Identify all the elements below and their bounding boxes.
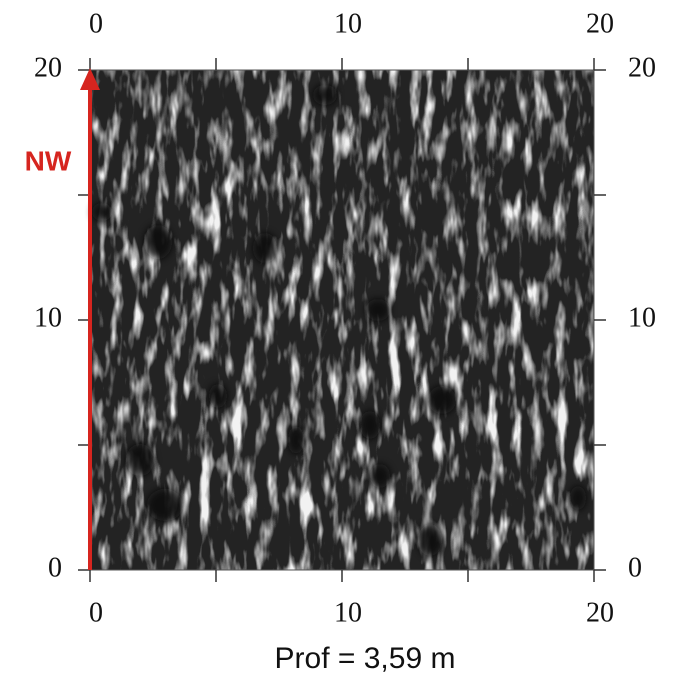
x-tick-label: 0 [89,8,103,39]
north-arrowhead [80,68,100,90]
x-tick-label: 20 [586,597,614,628]
radar-slice [90,70,594,570]
y-tick-label: 0 [628,552,642,583]
y-tick-label: 10 [34,302,62,333]
y-tick-label: 10 [628,302,656,333]
x-axis-label: Prof = 3,59 m [275,642,456,675]
annotation: NW [25,145,72,176]
y-tick-label: 0 [48,552,62,583]
x-tick-label: 10 [334,597,362,628]
y-tick-label: 20 [628,52,656,83]
x-tick-label: 10 [334,8,362,39]
x-tick-label: 0 [89,597,103,628]
y-tick-label: 20 [34,52,62,83]
x-tick-label: 20 [586,8,614,39]
